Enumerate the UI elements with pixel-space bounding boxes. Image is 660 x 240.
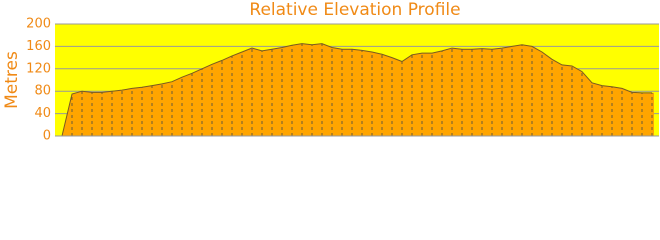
area-fill	[62, 43, 654, 136]
y-tick-label: 40	[34, 106, 51, 121]
y-tick-label: 200	[26, 17, 51, 32]
y-tick-label: 80	[34, 84, 51, 99]
chart: Relative Elevation Profile Metres 0 40 80 1…	[2, 0, 659, 144]
y-axis-label: Metres	[2, 51, 22, 109]
page: {"chart_data": {"type": "area", "title":…	[2, 0, 659, 144]
y-tick-label: 160	[26, 39, 51, 54]
chart-title: Relative Elevation Profile	[249, 0, 460, 20]
y-tick-label: 0	[43, 129, 51, 144]
area-line	[61, 43, 652, 137]
y-tick-label: 120	[26, 61, 51, 76]
